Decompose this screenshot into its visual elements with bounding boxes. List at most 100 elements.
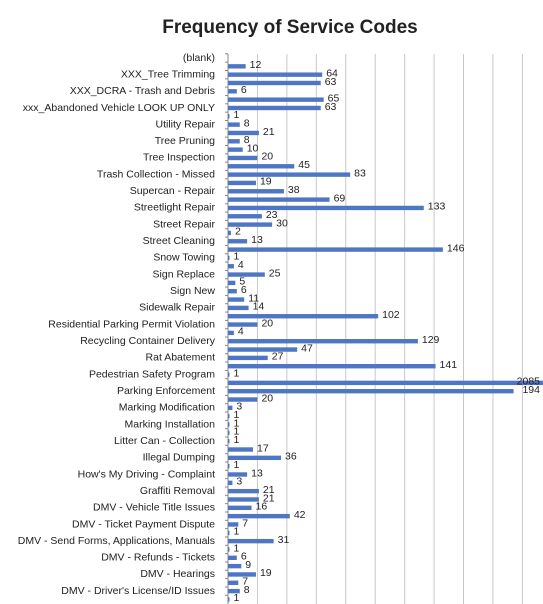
value-label: 42 bbox=[294, 509, 306, 521]
y-tick-label: DMV - Driver's License/ID Issues bbox=[61, 585, 215, 597]
value-label: 1 bbox=[233, 409, 239, 421]
bar bbox=[228, 230, 231, 236]
y-tick-label: Sidewalk Repair bbox=[139, 302, 215, 314]
value-label: 2085 bbox=[517, 376, 541, 388]
y-tick-label: Pedestrian Safety Program bbox=[89, 368, 215, 380]
value-label: 23 bbox=[266, 209, 278, 221]
value-label: 1 bbox=[233, 542, 239, 554]
bar bbox=[228, 438, 230, 444]
bar bbox=[228, 430, 230, 436]
y-tick-label: Sign Replace bbox=[153, 268, 216, 280]
value-label: 1 bbox=[233, 109, 239, 121]
grid bbox=[225, 53, 523, 604]
y-tick-label: Tree Pruning bbox=[155, 135, 215, 147]
value-label: 19 bbox=[260, 176, 272, 188]
bar bbox=[228, 497, 259, 502]
bar bbox=[228, 389, 514, 394]
y-tick-label: XXX_DCRA - Trash and Debris bbox=[70, 85, 215, 97]
y-tick-label: DMV - Ticket Payment Dispute bbox=[72, 518, 215, 530]
value-label: 27 bbox=[272, 351, 284, 363]
value-label: 69 bbox=[334, 192, 346, 204]
value-label: 133 bbox=[428, 201, 446, 213]
bar bbox=[228, 580, 239, 585]
bar bbox=[228, 205, 424, 211]
value-label: 36 bbox=[285, 451, 297, 463]
bar bbox=[228, 397, 258, 402]
y-tick-label: Marking Installation bbox=[125, 418, 216, 430]
value-label: 10 bbox=[247, 142, 259, 154]
bar bbox=[228, 563, 242, 569]
value-label: 21 bbox=[263, 126, 275, 138]
value-label: 25 bbox=[269, 267, 281, 279]
value-label: 9 bbox=[245, 559, 251, 571]
bars bbox=[228, 64, 543, 602]
bar bbox=[228, 364, 436, 369]
bar bbox=[228, 272, 265, 277]
value-label: 11 bbox=[248, 292, 259, 304]
y-tick-label: DMV - Refunds - Tickets bbox=[101, 552, 215, 564]
value-label: 7 bbox=[242, 517, 248, 529]
bar bbox=[228, 305, 249, 311]
bar bbox=[228, 155, 258, 161]
bar bbox=[228, 472, 248, 477]
y-tick-label: Trash Collection - Missed bbox=[97, 168, 215, 180]
bar bbox=[228, 488, 259, 494]
y-tick-label: Street Cleaning bbox=[143, 235, 216, 247]
bar bbox=[228, 214, 262, 219]
bar bbox=[228, 114, 230, 119]
value-label: 13 bbox=[251, 467, 263, 479]
bar bbox=[228, 197, 330, 202]
y-tick-label: Tree Inspection bbox=[143, 152, 215, 164]
value-label: 21 bbox=[263, 492, 275, 504]
y-tick-label: (blank) bbox=[183, 52, 215, 64]
bar bbox=[228, 130, 259, 136]
value-label: 194 bbox=[522, 384, 540, 396]
value-label: 1 bbox=[233, 592, 239, 604]
value-label: 4 bbox=[238, 259, 244, 271]
value-label: 102 bbox=[382, 309, 400, 321]
bar bbox=[228, 97, 324, 102]
y-tick-label: Snow Towing bbox=[153, 252, 215, 264]
value-label: 6 bbox=[241, 284, 247, 296]
bar bbox=[228, 280, 236, 286]
y-tick-label: Rat Abatement bbox=[146, 352, 216, 364]
bar bbox=[228, 513, 290, 519]
value-label: 1 bbox=[233, 417, 239, 429]
value-label: 16 bbox=[256, 501, 268, 513]
value-label: 14 bbox=[253, 301, 265, 313]
value-label: 12 bbox=[250, 59, 262, 71]
bar bbox=[228, 164, 295, 169]
value-label: 20 bbox=[261, 151, 273, 163]
value-label: 1 bbox=[233, 426, 239, 438]
value-label: 146 bbox=[447, 242, 465, 254]
y-tick-label: Recycling Container Delivery bbox=[80, 335, 216, 347]
bar bbox=[228, 405, 233, 411]
value-label: 47 bbox=[301, 342, 313, 354]
value-label: 45 bbox=[298, 159, 310, 171]
bar bbox=[228, 413, 230, 419]
value-label: 65 bbox=[328, 92, 340, 104]
y-tick-label: DMV - Hearings bbox=[140, 568, 215, 580]
bar bbox=[228, 322, 258, 327]
bar bbox=[228, 80, 321, 86]
value-label: 31 bbox=[278, 534, 290, 546]
value-label: 83 bbox=[354, 167, 366, 179]
bar bbox=[228, 555, 237, 560]
y-tick-label: XXX_Tree Trimming bbox=[121, 68, 215, 80]
value-label: 1 bbox=[233, 251, 239, 263]
bar bbox=[228, 247, 443, 252]
y-tick-label: Marking Modification bbox=[119, 402, 215, 414]
value-label: 3 bbox=[236, 476, 242, 488]
bar bbox=[228, 597, 230, 602]
y-tick-label: How's My Driving - Complaint bbox=[78, 468, 215, 480]
y-tick-label: Sign New bbox=[170, 285, 215, 297]
value-label: 30 bbox=[276, 217, 288, 229]
bar bbox=[228, 330, 234, 336]
y-tick-label: DMV - Vehicle Title Issues bbox=[93, 502, 215, 514]
y-tick-label: Litter Can - Collection bbox=[114, 435, 215, 447]
bar bbox=[228, 139, 240, 144]
bar bbox=[228, 339, 418, 344]
value-label: 1 bbox=[233, 459, 239, 471]
bar bbox=[228, 355, 268, 361]
